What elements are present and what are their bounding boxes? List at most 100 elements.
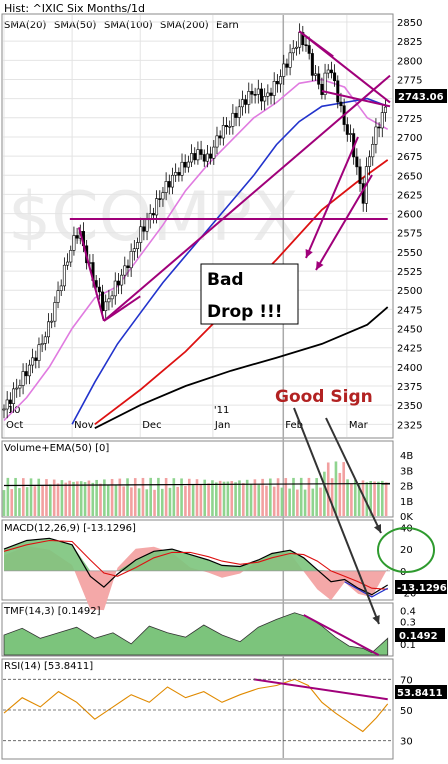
volume-bar	[311, 488, 315, 516]
volume-bar	[307, 477, 311, 516]
volume-bar	[137, 488, 141, 516]
macd-blue-line	[344, 581, 389, 598]
volume-bar	[114, 485, 118, 516]
volume-panel-title: Volume+EMA(50) [0]	[4, 443, 109, 454]
volume-bar	[288, 488, 291, 516]
tmf-marks	[3, 612, 389, 656]
price-y-tick-label: 2600	[397, 210, 422, 221]
volume-bar	[338, 472, 342, 516]
volume-bar	[350, 483, 353, 516]
candle-body	[66, 261, 70, 266]
volume-bar	[230, 481, 234, 516]
tmf-y-tick-label: 0.4	[400, 607, 416, 618]
price-y-tick-label: 2850	[397, 18, 422, 29]
candle-body	[310, 53, 314, 76]
bad-drop-box	[200, 263, 299, 325]
volume-bar	[37, 478, 41, 516]
volume-bar	[52, 479, 56, 516]
candle-body	[2, 408, 6, 411]
candle-body	[250, 91, 254, 95]
volume-bar	[14, 477, 17, 516]
candle-body	[158, 198, 162, 200]
volume-ema-line	[3, 482, 391, 487]
price-y-tick-label: 2375	[397, 382, 422, 393]
macd-marks	[3, 537, 390, 611]
candle-body	[377, 126, 381, 129]
volume-bar	[361, 480, 365, 516]
volume-bar	[95, 479, 98, 516]
candle-body	[231, 112, 235, 127]
candle-body	[101, 291, 105, 312]
candle-body	[139, 226, 143, 243]
volume-bar	[265, 485, 268, 516]
candle-body	[234, 112, 238, 118]
volume-bar	[29, 478, 33, 516]
volume-bar	[118, 478, 122, 516]
neckline	[321, 89, 391, 108]
macd-signal-line	[3, 539, 388, 590]
candle-body	[323, 72, 327, 95]
volume-bar	[373, 481, 376, 516]
macd-last-value-tag: -13.1296	[395, 580, 447, 594]
candle-body	[380, 112, 384, 129]
volume-bar	[226, 481, 230, 516]
bad-drop-arrow-1	[305, 136, 359, 259]
volume-bar	[346, 479, 349, 516]
candle-body	[225, 125, 229, 128]
rsi-last-value-tag: 53.8411	[395, 685, 447, 699]
tmf-y-tick-label: 0.3	[400, 618, 416, 629]
price-series-sma50	[71, 97, 388, 425]
volume-bar	[357, 483, 361, 516]
volume-bar	[41, 485, 44, 516]
volume-bar	[10, 489, 14, 516]
candle-body	[244, 99, 248, 105]
volume-bar	[284, 478, 288, 516]
volume-bar	[342, 462, 345, 516]
candle-body	[31, 357, 35, 366]
volume-bar	[242, 483, 245, 516]
candle-body	[18, 385, 22, 389]
bad-drop-arrow-2	[315, 174, 373, 271]
volume-bar	[87, 480, 91, 516]
volume-panel-frame	[1, 440, 394, 518]
volume-bar	[56, 483, 60, 516]
volume-bar	[234, 482, 237, 516]
volume-bar	[369, 481, 372, 516]
volume-bar	[315, 478, 318, 516]
volume-bar	[215, 482, 218, 516]
volume-bar	[211, 480, 214, 516]
volume-bar	[253, 479, 257, 516]
candle-body	[348, 133, 352, 135]
price-y-tick-label: 2725	[397, 114, 422, 125]
volume-bar	[33, 486, 37, 516]
candle-body	[136, 242, 140, 250]
candle-body	[263, 96, 267, 102]
volume-bar	[122, 486, 125, 516]
price-y-tick-label: 2350	[397, 401, 422, 412]
annotation-lines	[77, 30, 435, 625]
candle-body	[345, 124, 349, 135]
price-x-tick-label: Jan	[214, 420, 230, 431]
volume-bar	[83, 482, 87, 516]
price-legend: SMA(20) SMA(50) SMA(100) SMA(200) Earn	[4, 20, 239, 31]
candle-body	[253, 94, 257, 96]
rsi-line	[3, 678, 389, 733]
candle-body	[34, 357, 38, 361]
volume-bar	[68, 480, 71, 516]
candle-body	[164, 181, 168, 193]
candle-body	[218, 135, 222, 139]
volume-y-tick-label: 0K	[400, 512, 413, 523]
volume-bar	[353, 479, 357, 516]
price-y-tick-label: 2550	[397, 248, 422, 259]
legend-sma50: SMA(50)	[54, 20, 96, 31]
candle-body	[59, 285, 63, 291]
candle-body	[228, 126, 232, 128]
price-y-tick-label: 2675	[397, 152, 422, 163]
candle-body	[221, 125, 225, 139]
candle-body	[282, 63, 286, 77]
candle-body	[304, 44, 308, 47]
volume-y-axis: 4B 3B 2B 1B 0K	[400, 451, 413, 523]
candle-body	[50, 320, 54, 323]
candle-body	[110, 295, 114, 300]
candle-body	[199, 149, 203, 155]
